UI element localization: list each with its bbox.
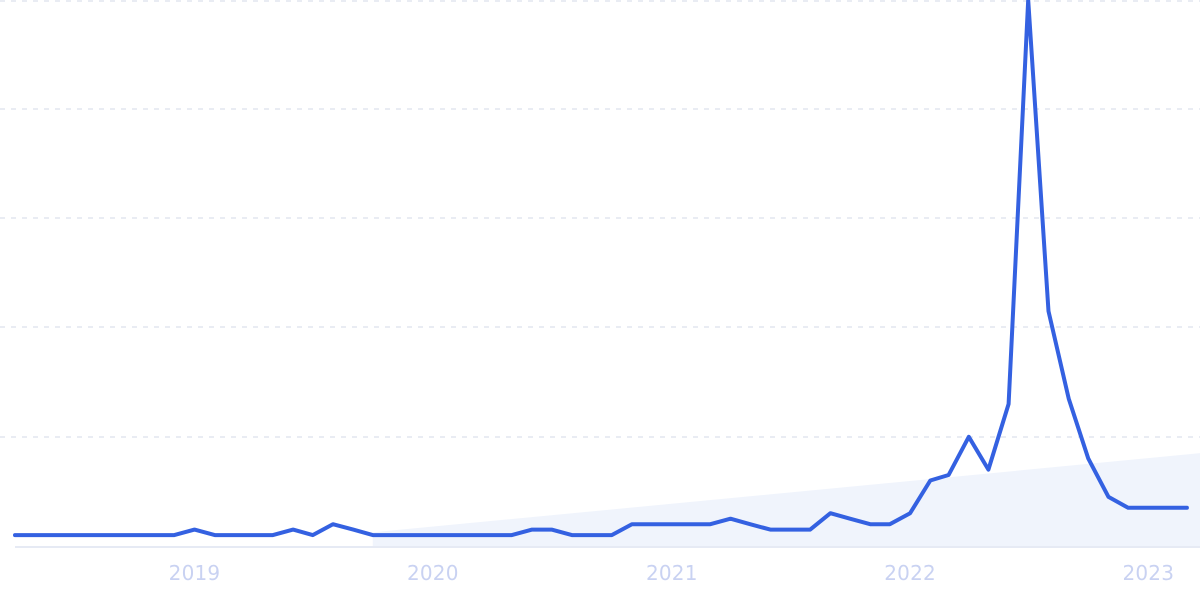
trend-area [372,453,1200,546]
x-tick-label-2020: 2020 [407,561,459,585]
x-tick-label-2022: 2022 [884,561,936,585]
series-line-1 [13,0,1189,538]
x-tick-label-2019: 2019 [169,561,221,585]
x-tick-label-2023: 2023 [1122,561,1174,585]
x-tick-label-2021: 2021 [646,561,698,585]
